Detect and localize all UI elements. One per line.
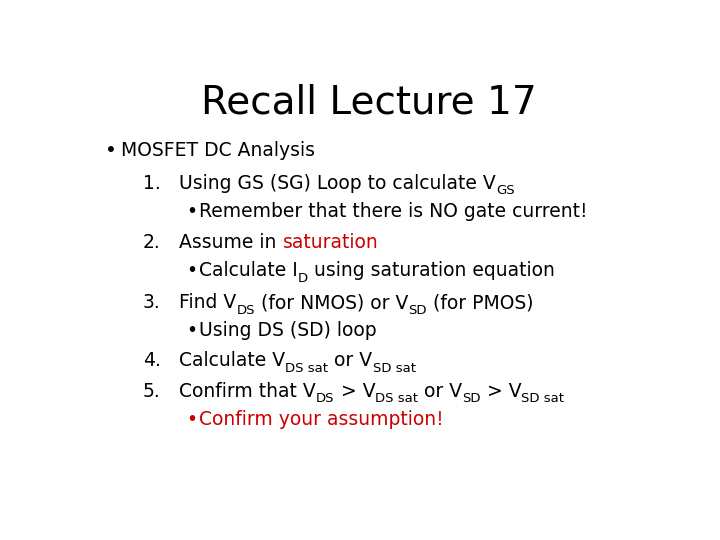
Text: SD sat: SD sat (521, 392, 564, 405)
Text: D: D (297, 272, 307, 285)
Text: •: • (186, 261, 198, 280)
Text: DS: DS (316, 392, 335, 405)
Text: DS sat: DS sat (285, 362, 328, 375)
Text: Confirm your assumption!: Confirm your assumption! (199, 409, 444, 429)
Text: •: • (186, 321, 198, 340)
Text: or V: or V (418, 382, 462, 401)
Text: > V: > V (481, 382, 521, 401)
Text: •: • (186, 409, 198, 429)
Text: SD: SD (408, 303, 427, 316)
Text: •: • (105, 140, 117, 159)
Text: Recall Lecture 17: Recall Lecture 17 (201, 84, 537, 122)
Text: 4.: 4. (143, 352, 161, 370)
Text: (for PMOS): (for PMOS) (427, 293, 534, 312)
Text: SD: SD (462, 392, 481, 405)
Text: 5.: 5. (143, 382, 161, 401)
Text: Confirm that V: Confirm that V (179, 382, 316, 401)
Text: GS: GS (496, 184, 515, 197)
Text: saturation: saturation (283, 233, 379, 252)
Text: Remember that there is NO gate current!: Remember that there is NO gate current! (199, 201, 588, 221)
Text: 2.: 2. (143, 233, 161, 252)
Text: DS sat: DS sat (375, 392, 418, 405)
Text: Calculate I: Calculate I (199, 261, 297, 280)
Text: or V: or V (328, 352, 372, 370)
Text: Assume in: Assume in (179, 233, 283, 252)
Text: (for NMOS) or V: (for NMOS) or V (255, 293, 408, 312)
Text: Calculate V: Calculate V (179, 352, 285, 370)
Text: Using GS (SG) Loop to calculate V: Using GS (SG) Loop to calculate V (179, 174, 496, 193)
Text: DS: DS (237, 303, 255, 316)
Text: MOSFET DC Analysis: MOSFET DC Analysis (121, 140, 315, 159)
Text: •: • (186, 201, 198, 221)
Text: Find V: Find V (179, 293, 237, 312)
Text: 1.: 1. (143, 174, 161, 193)
Text: using saturation equation: using saturation equation (307, 261, 554, 280)
Text: SD sat: SD sat (372, 362, 415, 375)
Text: 3.: 3. (143, 293, 161, 312)
Text: Using DS (SD) loop: Using DS (SD) loop (199, 321, 377, 340)
Text: > V: > V (335, 382, 375, 401)
